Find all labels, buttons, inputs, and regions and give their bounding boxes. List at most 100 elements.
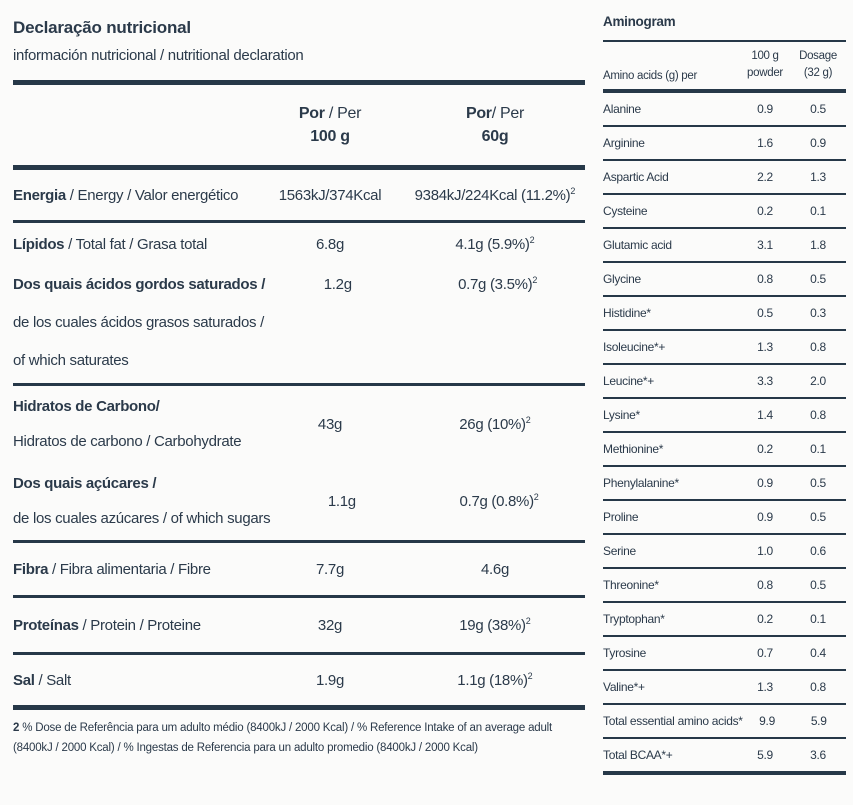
- amino-acid-name: Alanine: [603, 102, 641, 116]
- carbohydrate-per-60g-value: 26g (10%): [459, 416, 526, 433]
- amino-acid-name: Threonine*: [603, 578, 659, 592]
- protein-label-rest: / Protein / Proteine: [78, 616, 202, 634]
- carbohydrate-line: Hidratos de Carbono/ Hidratos de carbono…: [13, 386, 585, 462]
- divider: [13, 80, 585, 85]
- amino-acid-per-100g: 0.2: [757, 612, 773, 626]
- amino-acid-per-100g: 1.3: [757, 680, 773, 694]
- amino-acid-per-100g: 0.8: [757, 578, 773, 592]
- amino-acid-name: Tyrosine: [603, 646, 646, 660]
- salt-label-rest: / Salt: [34, 671, 71, 689]
- amino-acid-name: Cysteine: [603, 204, 648, 218]
- saturates-label-en-text: of which saturates: [13, 351, 129, 369]
- table-row: Arginine 1.6 0.9: [603, 127, 846, 161]
- divider: [13, 705, 585, 710]
- divider: [13, 165, 585, 170]
- footnote-ref: 2: [532, 275, 538, 285]
- table-row: Alanine 0.9 0.5: [603, 93, 846, 127]
- row-protein: Proteínas / Protein / Proteine 32g 19g (…: [13, 598, 585, 652]
- amino-acid-name: Valine*+: [603, 680, 645, 694]
- column-header-per-60g: Por/ Per 60g: [405, 102, 585, 148]
- protein-label-pt: Proteínas: [13, 616, 79, 634]
- amino-acid-name: Glutamic acid: [603, 238, 672, 252]
- amino-acid-per-100g: 3.3: [757, 374, 773, 388]
- sugars-label: Dos quais açúcares / de los cuales azúca…: [13, 466, 271, 536]
- saturates-per-60g: 0.7g (3.5%)2: [410, 275, 585, 293]
- protein-per-60g-value: 19g (38%): [459, 617, 526, 634]
- amino-acid-dosage: 0.4: [810, 646, 826, 660]
- energy-label: Energia / Energy / Valor energético: [13, 187, 255, 204]
- aminogram-header-dosage: Dosage (32 g): [790, 48, 846, 82]
- energy-per-100g: 1563kJ/374Kcal: [278, 186, 382, 204]
- aminogram-header-powder: powder: [747, 67, 783, 79]
- aminogram-header-row: Amino acids (g) per 100 g powder Dosage …: [603, 42, 846, 89]
- table-row: Glutamic acid 3.1 1.8: [603, 229, 846, 263]
- amino-acid-per-100g: 0.7: [757, 646, 773, 660]
- amino-acid-dosage: 0.5: [810, 578, 826, 592]
- table-row: Total essential amino acids* 9.9 5.9: [603, 705, 846, 739]
- col2-amount: 60g: [481, 128, 509, 145]
- protein-per-100g: 32g: [317, 616, 343, 634]
- carbohydrate-per-60g: 26g (10%)2: [405, 415, 585, 433]
- amino-acid-per-100g: 1.6: [757, 136, 773, 150]
- aminogram-header-dosage-amount: (32 g): [803, 67, 833, 79]
- aminogram-header-100g: 100 g: [751, 50, 779, 62]
- amino-acid-name: Tryptophan*: [603, 612, 665, 626]
- row-carbohydrate: Hidratos de Carbono/ Hidratos de carbono…: [13, 386, 585, 540]
- page-subtitle: información nutricional / nutritional de…: [13, 47, 304, 64]
- table-row: Valine*+ 1.3 0.8: [603, 671, 846, 705]
- amino-acid-per-100g: 1.0: [757, 544, 773, 558]
- amino-acid-name: Methionine*: [603, 442, 664, 456]
- salt-per-100g: 1.9g: [316, 671, 344, 689]
- table-row: Tryptophan* 0.2 0.1: [603, 603, 846, 637]
- table-row: Threonine* 0.8 0.5: [603, 569, 846, 603]
- footnote-marker: 2: [13, 722, 20, 734]
- divider: [13, 652, 585, 655]
- amino-acid-name: Arginine: [603, 136, 645, 150]
- reference-intake-footnote: 2 % Dose de Referência para um adulto mé…: [13, 710, 585, 758]
- table-row: Cysteine 0.2 0.1: [603, 195, 846, 229]
- amino-acid-dosage: 5.9: [810, 714, 827, 728]
- saturates-per-60g-value: 0.7g (3.5%): [458, 276, 533, 293]
- fat-per-60g: 4.1g (5.9%)2: [405, 235, 585, 253]
- fat-label-pt: Lípidos: [13, 235, 65, 253]
- amino-acid-per-100g: 1.3: [757, 340, 773, 354]
- amino-acid-dosage: 0.9: [810, 136, 826, 150]
- fibre-label-rest: / Fibra alimentaria / Fibre: [48, 560, 211, 578]
- amino-acid-dosage: 0.1: [810, 442, 826, 456]
- amino-acid-dosage: 0.5: [810, 476, 826, 490]
- table-row: Leucine*+ 3.3 2.0: [603, 365, 846, 399]
- energy-label-rest: / Energy / Valor energético: [65, 186, 239, 204]
- divider: [13, 540, 585, 543]
- sugars-label-pt: Dos quais açúcares /: [13, 475, 157, 492]
- amino-acid-per-100g: 0.5: [757, 306, 773, 320]
- amino-acid-name: Phenylalanine*: [603, 476, 679, 490]
- fat-label-rest: / Total fat / Grasa total: [64, 235, 208, 253]
- amino-acid-name: Histidine*: [603, 306, 651, 320]
- footnote-ref: 2: [527, 671, 533, 681]
- saturates-label-en: of which saturates: [13, 341, 585, 379]
- table-row: Isoleucine*+ 1.3 0.8: [603, 331, 846, 365]
- amino-acid-name: Glycine: [603, 272, 641, 286]
- fibre-per-100g: 7.7g: [316, 560, 344, 578]
- table-row: Serine 1.0 0.6: [603, 535, 846, 569]
- sugars-line: Dos quais açúcares / de los cuales azúca…: [13, 462, 585, 540]
- amino-acid-dosage: 0.5: [810, 102, 826, 116]
- page-title: Declaração nutricional: [13, 18, 191, 37]
- fibre-label-pt: Fibra: [13, 560, 49, 578]
- amino-acid-dosage: 1.3: [810, 170, 826, 184]
- salt-label: Sal / Salt: [13, 672, 255, 689]
- amino-acid-dosage: 1.8: [810, 238, 826, 252]
- amino-acid-name: Lysine*: [603, 408, 640, 422]
- amino-acid-per-100g: 5.9: [757, 748, 773, 762]
- amino-acid-dosage: 0.5: [810, 272, 826, 286]
- salt-label-pt: Sal: [13, 671, 35, 689]
- amino-acid-name: Total BCAA*+: [603, 748, 673, 762]
- saturates-line: Dos quais ácidos gordos saturados / 1.2g…: [13, 265, 585, 303]
- amino-acid-dosage: 0.8: [810, 680, 826, 694]
- row-fat: Lípidos / Total fat / Grasa total 6.8g 4…: [13, 223, 585, 383]
- aminogram-header-aminoacids: Amino acids (g) per: [603, 70, 698, 82]
- table-row: Proline 0.9 0.5: [603, 501, 846, 535]
- table-row: Phenylalanine* 0.9 0.5: [603, 467, 846, 501]
- footnote-ref: 2: [570, 186, 576, 196]
